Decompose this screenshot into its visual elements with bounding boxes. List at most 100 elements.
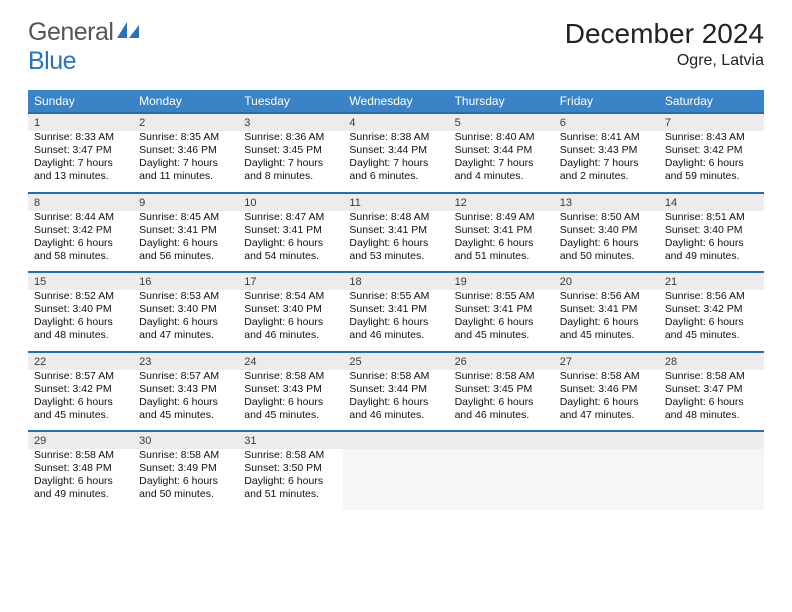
sunrise-text: Sunrise: 8:58 AM bbox=[34, 449, 127, 462]
day-number-cell: 1 bbox=[28, 113, 133, 131]
day-info-cell: Sunrise: 8:58 AMSunset: 3:50 PMDaylight:… bbox=[238, 449, 343, 510]
brand-part2: Blue bbox=[28, 47, 76, 75]
day-number-cell: 12 bbox=[449, 193, 554, 211]
sunset-text: Sunset: 3:41 PM bbox=[560, 303, 653, 316]
sunrise-text: Sunrise: 8:49 AM bbox=[455, 211, 548, 224]
day-info-cell: Sunrise: 8:58 AMSunset: 3:48 PMDaylight:… bbox=[28, 449, 133, 510]
daylight-text: Daylight: 6 hours and 45 minutes. bbox=[244, 396, 337, 422]
day-number-cell: 9 bbox=[133, 193, 238, 211]
sunrise-text: Sunrise: 8:50 AM bbox=[560, 211, 653, 224]
day-number-cell: 17 bbox=[238, 272, 343, 290]
sunset-text: Sunset: 3:40 PM bbox=[560, 224, 653, 237]
sunrise-text: Sunrise: 8:55 AM bbox=[349, 290, 442, 303]
sunrise-text: Sunrise: 8:58 AM bbox=[244, 449, 337, 462]
day-number-cell: 24 bbox=[238, 352, 343, 370]
sunrise-text: Sunrise: 8:48 AM bbox=[349, 211, 442, 224]
sunset-text: Sunset: 3:44 PM bbox=[455, 144, 548, 157]
dayname-header: Sunday bbox=[28, 90, 133, 113]
day-info-cell: Sunrise: 8:38 AMSunset: 3:44 PMDaylight:… bbox=[343, 131, 448, 193]
sunset-text: Sunset: 3:48 PM bbox=[34, 462, 127, 475]
sunrise-text: Sunrise: 8:43 AM bbox=[665, 131, 758, 144]
sunset-text: Sunset: 3:47 PM bbox=[34, 144, 127, 157]
sunrise-text: Sunrise: 8:55 AM bbox=[455, 290, 548, 303]
sunset-text: Sunset: 3:47 PM bbox=[665, 383, 758, 396]
daylight-text: Daylight: 7 hours and 13 minutes. bbox=[34, 157, 127, 183]
sunset-text: Sunset: 3:41 PM bbox=[349, 303, 442, 316]
sunrise-text: Sunrise: 8:54 AM bbox=[244, 290, 337, 303]
sunrise-text: Sunrise: 8:58 AM bbox=[665, 370, 758, 383]
sunset-text: Sunset: 3:41 PM bbox=[349, 224, 442, 237]
day-info-cell: Sunrise: 8:43 AMSunset: 3:42 PMDaylight:… bbox=[659, 131, 764, 193]
sunset-text: Sunset: 3:42 PM bbox=[34, 383, 127, 396]
sunset-text: Sunset: 3:50 PM bbox=[244, 462, 337, 475]
info-row: Sunrise: 8:33 AMSunset: 3:47 PMDaylight:… bbox=[28, 131, 764, 193]
day-info-cell: Sunrise: 8:53 AMSunset: 3:40 PMDaylight:… bbox=[133, 290, 238, 352]
day-number-cell: 8 bbox=[28, 193, 133, 211]
day-number-cell: 11 bbox=[343, 193, 448, 211]
sunrise-text: Sunrise: 8:53 AM bbox=[139, 290, 232, 303]
sunset-text: Sunset: 3:41 PM bbox=[139, 224, 232, 237]
daylight-text: Daylight: 6 hours and 46 minutes. bbox=[349, 316, 442, 342]
daylight-text: Daylight: 6 hours and 50 minutes. bbox=[139, 475, 232, 501]
info-row: Sunrise: 8:52 AMSunset: 3:40 PMDaylight:… bbox=[28, 290, 764, 352]
sunrise-text: Sunrise: 8:38 AM bbox=[349, 131, 442, 144]
daylight-text: Daylight: 6 hours and 48 minutes. bbox=[34, 316, 127, 342]
brand-logo: GeneralBlue bbox=[28, 18, 139, 76]
sunset-text: Sunset: 3:43 PM bbox=[139, 383, 232, 396]
day-number-cell: 29 bbox=[28, 431, 133, 449]
day-info-cell: Sunrise: 8:58 AMSunset: 3:44 PMDaylight:… bbox=[343, 370, 448, 432]
day-info-cell: Sunrise: 8:41 AMSunset: 3:43 PMDaylight:… bbox=[554, 131, 659, 193]
day-number-cell: 28 bbox=[659, 352, 764, 370]
day-info-cell: Sunrise: 8:49 AMSunset: 3:41 PMDaylight:… bbox=[449, 211, 554, 273]
day-number-cell: 2 bbox=[133, 113, 238, 131]
daylight-text: Daylight: 6 hours and 47 minutes. bbox=[560, 396, 653, 422]
dayname-header: Thursday bbox=[449, 90, 554, 113]
sunrise-text: Sunrise: 8:40 AM bbox=[455, 131, 548, 144]
sunset-text: Sunset: 3:42 PM bbox=[665, 144, 758, 157]
day-number-cell: 4 bbox=[343, 113, 448, 131]
day-number-cell bbox=[449, 431, 554, 449]
day-number-cell: 27 bbox=[554, 352, 659, 370]
daynum-row: 15161718192021 bbox=[28, 272, 764, 290]
daylight-text: Daylight: 6 hours and 45 minutes. bbox=[139, 396, 232, 422]
day-info-cell: Sunrise: 8:54 AMSunset: 3:40 PMDaylight:… bbox=[238, 290, 343, 352]
day-info-cell: Sunrise: 8:48 AMSunset: 3:41 PMDaylight:… bbox=[343, 211, 448, 273]
day-number-cell: 18 bbox=[343, 272, 448, 290]
daylight-text: Daylight: 6 hours and 56 minutes. bbox=[139, 237, 232, 263]
sunrise-text: Sunrise: 8:56 AM bbox=[665, 290, 758, 303]
dayname-header: Wednesday bbox=[343, 90, 448, 113]
day-info-cell: Sunrise: 8:44 AMSunset: 3:42 PMDaylight:… bbox=[28, 211, 133, 273]
sunrise-text: Sunrise: 8:51 AM bbox=[665, 211, 758, 224]
day-number-cell: 6 bbox=[554, 113, 659, 131]
info-row: Sunrise: 8:58 AMSunset: 3:48 PMDaylight:… bbox=[28, 449, 764, 510]
info-row: Sunrise: 8:57 AMSunset: 3:42 PMDaylight:… bbox=[28, 370, 764, 432]
dayname-header: Friday bbox=[554, 90, 659, 113]
dayname-header: Monday bbox=[133, 90, 238, 113]
day-info-cell: Sunrise: 8:33 AMSunset: 3:47 PMDaylight:… bbox=[28, 131, 133, 193]
sunrise-text: Sunrise: 8:58 AM bbox=[455, 370, 548, 383]
day-info-cell: Sunrise: 8:55 AMSunset: 3:41 PMDaylight:… bbox=[449, 290, 554, 352]
daynum-row: 1234567 bbox=[28, 113, 764, 131]
sunrise-text: Sunrise: 8:58 AM bbox=[244, 370, 337, 383]
day-info-cell: Sunrise: 8:58 AMSunset: 3:43 PMDaylight:… bbox=[238, 370, 343, 432]
sunrise-text: Sunrise: 8:41 AM bbox=[560, 131, 653, 144]
day-info-cell: Sunrise: 8:56 AMSunset: 3:41 PMDaylight:… bbox=[554, 290, 659, 352]
title-block: December 2024 Ogre, Latvia bbox=[565, 18, 764, 70]
day-number-cell: 3 bbox=[238, 113, 343, 131]
sunset-text: Sunset: 3:45 PM bbox=[244, 144, 337, 157]
dayname-row: SundayMondayTuesdayWednesdayThursdayFrid… bbox=[28, 90, 764, 113]
sunrise-text: Sunrise: 8:57 AM bbox=[139, 370, 232, 383]
location-label: Ogre, Latvia bbox=[565, 52, 764, 70]
daylight-text: Daylight: 7 hours and 11 minutes. bbox=[139, 157, 232, 183]
daylight-text: Daylight: 6 hours and 59 minutes. bbox=[665, 157, 758, 183]
daylight-text: Daylight: 6 hours and 51 minutes. bbox=[244, 475, 337, 501]
day-number-cell bbox=[659, 431, 764, 449]
day-info-cell: Sunrise: 8:58 AMSunset: 3:49 PMDaylight:… bbox=[133, 449, 238, 510]
day-number-cell: 10 bbox=[238, 193, 343, 211]
month-title: December 2024 bbox=[565, 18, 764, 50]
sunset-text: Sunset: 3:46 PM bbox=[139, 144, 232, 157]
daylight-text: Daylight: 6 hours and 45 minutes. bbox=[455, 316, 548, 342]
daylight-text: Daylight: 6 hours and 45 minutes. bbox=[560, 316, 653, 342]
daylight-text: Daylight: 6 hours and 45 minutes. bbox=[34, 396, 127, 422]
day-info-cell: Sunrise: 8:52 AMSunset: 3:40 PMDaylight:… bbox=[28, 290, 133, 352]
